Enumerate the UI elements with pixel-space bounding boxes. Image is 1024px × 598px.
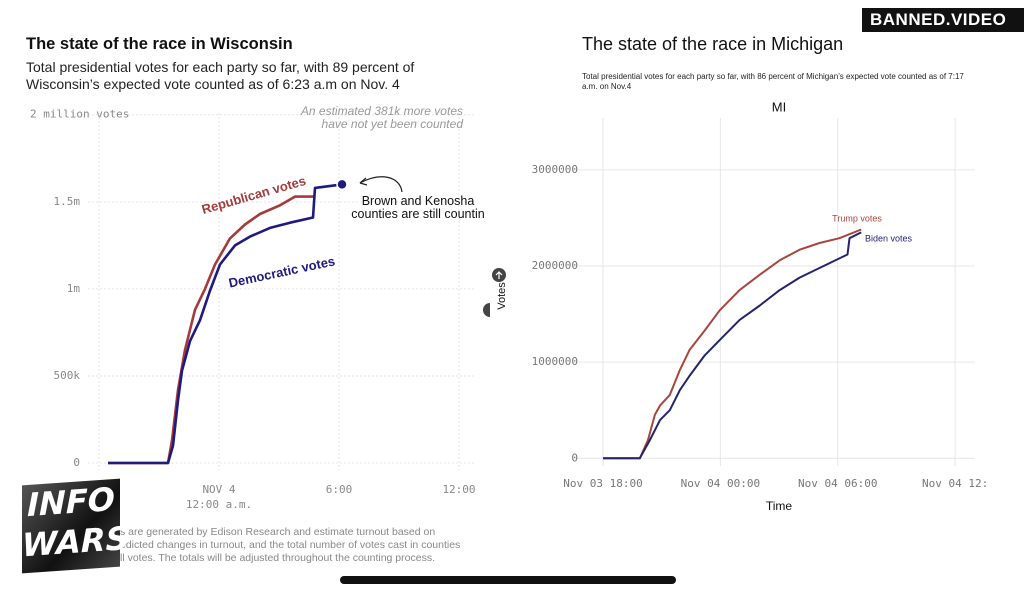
annotation: Brown and Kenosha counties are still coun… — [351, 194, 484, 221]
y-tick-label: 1.5m — [54, 195, 81, 208]
y-tick-label: 0 — [73, 456, 80, 469]
wi-title: The state of the race in Wisconsin — [26, 35, 293, 53]
y-tick-label: 0 — [571, 451, 578, 464]
mi-subtitle: Total presidential votes for each party … — [582, 72, 964, 91]
x-tick-label: NOV 4 12:00 a.m. — [186, 483, 252, 511]
series-line — [603, 231, 862, 460]
x-tick-label: Nov 04 12: — [922, 477, 988, 490]
y-tick-label: 500k — [54, 369, 81, 382]
series-label: Democratic votes — [227, 253, 336, 290]
x-tick-label: Nov 03 18:00 — [563, 477, 642, 490]
x-tick-label: Nov 04 00:00 — [681, 477, 760, 490]
x-tick-label: 6:00 — [326, 483, 353, 496]
scroll-icon-half — [483, 303, 490, 317]
mi-title: The state of the race in Michigan — [582, 34, 844, 54]
y-tick-label: 2 million votes — [30, 108, 129, 121]
logo-line: WARS — [22, 518, 129, 565]
series-label: Biden votes — [865, 233, 913, 243]
annotation-arrow — [359, 176, 403, 193]
source-note: s are generated by Edison Research and e… — [120, 526, 435, 538]
series-label: Republican votes — [200, 173, 308, 217]
home-indicator — [340, 576, 676, 584]
y-tick-label: 2000000 — [532, 259, 578, 272]
y-tick-label: 1000000 — [532, 355, 578, 368]
logo-line: INFO — [27, 479, 115, 525]
source-note: edicted changes in turnout, and the tota… — [120, 539, 460, 551]
series-line — [603, 228, 862, 460]
watermark: BANNED.VIDEO — [862, 8, 1024, 32]
series-label: Trump votes — [832, 213, 882, 223]
scroll-icon-arrow — [495, 271, 503, 279]
series-line — [108, 195, 315, 465]
y-tick-label: 1m — [67, 282, 81, 295]
x-axis-label: Time — [766, 499, 793, 513]
y-tick-label: 3000000 — [532, 163, 578, 176]
plot-title: MI — [772, 99, 786, 114]
x-tick-label: 12:00 — [442, 483, 475, 496]
wi-subtitle: Total presidential votes for each party … — [26, 59, 415, 92]
logo: INFO WARS — [22, 478, 129, 574]
x-tick-label: Nov 04 06:00 — [798, 477, 877, 490]
series-line — [108, 183, 343, 465]
end-marker — [336, 178, 348, 191]
arrow-head — [359, 177, 368, 186]
y-axis-label: Votes — [496, 282, 508, 310]
source-note: ll votes. The totals will be adjusted th… — [120, 552, 435, 564]
annotation: An estimated 381k more votes have not yet… — [300, 104, 463, 131]
